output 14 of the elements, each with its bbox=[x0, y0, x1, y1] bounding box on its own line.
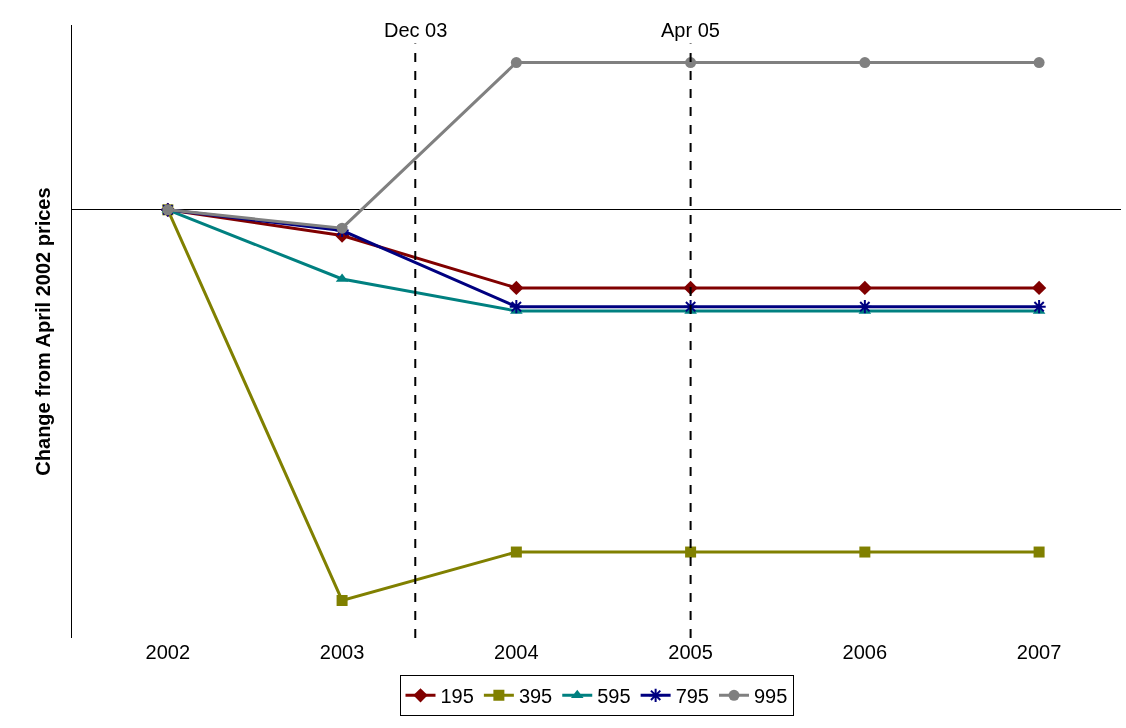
ref-line-label: Dec 03 bbox=[384, 19, 448, 41]
x-tick-label: 2003 bbox=[319, 641, 365, 663]
ref-line-label: Apr 05 bbox=[661, 19, 720, 41]
x-tick-label: 2006 bbox=[842, 641, 888, 663]
x-tick-label: 2004 bbox=[494, 641, 539, 663]
legend-label: 395 bbox=[518, 685, 553, 708]
y-axis-title: Change from April 2002 prices bbox=[31, 187, 54, 476]
legend-label: 595 bbox=[597, 685, 631, 708]
legend-label: 995 bbox=[754, 685, 788, 708]
x-tick-label: 2007 bbox=[1016, 641, 1062, 663]
x-tick-label: 2005 bbox=[668, 641, 713, 663]
legend-label: 195 bbox=[440, 685, 474, 708]
x-tick-label: 2002 bbox=[145, 641, 191, 663]
legend-label: 795 bbox=[675, 685, 709, 708]
